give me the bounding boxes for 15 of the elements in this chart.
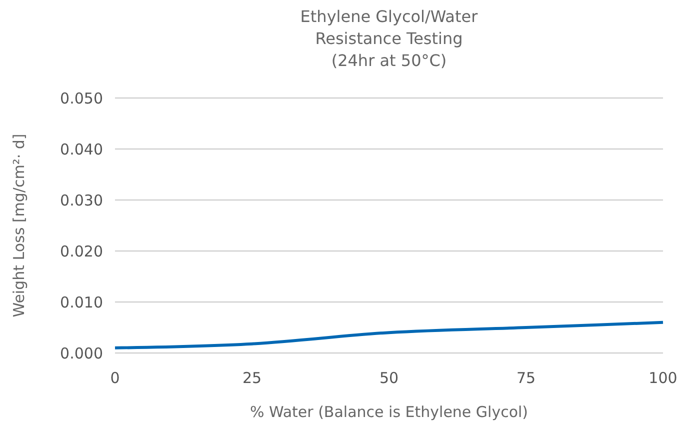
y-tick-label: 0.000	[60, 344, 103, 362]
y-axis-title: Weight Loss [mg/cm²· d]	[10, 134, 28, 318]
x-tick-label: 50	[379, 369, 399, 387]
x-tick-label: 100	[648, 369, 678, 387]
y-tick-label: 0.050	[60, 89, 103, 108]
y-tick-label: 0.040	[60, 140, 103, 158]
x-axis-title: % Water (Balance is Ethylene Glycol)	[250, 403, 528, 421]
x-tick-label: 0	[110, 369, 120, 387]
x-tick-label: 25	[242, 369, 262, 387]
y-tick-label: 0.010	[60, 293, 103, 312]
line-series	[114, 320, 664, 350]
x-tick-label: 75	[516, 369, 536, 387]
chart-title: Ethylene Glycol/Water Resistance Testing (24hr at 50°C)	[300, 7, 478, 70]
y-tick-label: 0.030	[60, 191, 103, 210]
y-tick-label: 0.020	[60, 242, 103, 260]
